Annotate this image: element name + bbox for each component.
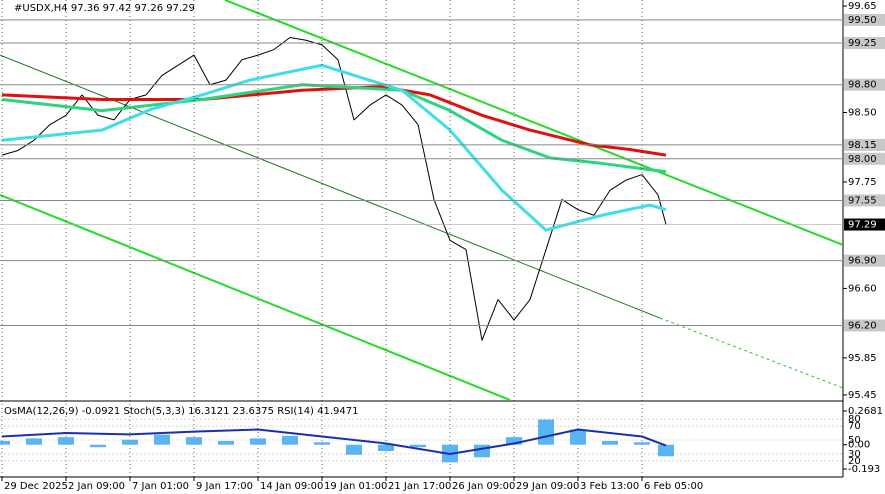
osc-tick-label: 80: [848, 414, 861, 425]
osc-tick-label: 20: [848, 456, 861, 467]
level-box: [844, 152, 885, 165]
y2-tick-label: 0.00: [848, 440, 870, 451]
osma-bar: [186, 437, 202, 445]
osma-bar: [154, 434, 170, 445]
level-box: [844, 319, 885, 332]
price-line: [1, 37, 667, 341]
osma-bar: [122, 439, 138, 445]
osma-bar: [58, 437, 74, 445]
x-tick-label: 9 Jan 17:00: [196, 481, 253, 492]
osc-tick-label: 70: [848, 421, 861, 432]
osma-bar: [634, 442, 650, 445]
osma-bar: [26, 438, 42, 445]
x-tick-label: 7 Jan 01:00: [132, 481, 189, 492]
osma-bar: [0, 440, 10, 445]
level-label: 98.00: [848, 154, 877, 165]
x-tick-label: 2 Jan 09:00: [68, 481, 125, 492]
level-label: 97.55: [848, 195, 877, 206]
level-label: 99.50: [848, 15, 877, 26]
price-line: [1, 83, 667, 174]
x-tick-label: 29 Jan 09:00: [516, 481, 579, 492]
y-tick-label: 95.85: [848, 353, 877, 364]
osc-tick-label: 30: [848, 449, 861, 460]
osma-bar: [218, 440, 234, 445]
osc-tick-label: 50: [848, 435, 861, 446]
level-label: 99.25: [848, 38, 877, 49]
osma-bar: [378, 444, 394, 452]
level-box: [844, 254, 885, 267]
level-label: 96.90: [848, 256, 877, 267]
last-price-label: 97.29: [848, 220, 877, 231]
y-tick-label: 98.50: [848, 108, 877, 119]
indicator-label: OsMA(12,26,9) -0.0921 Stoch(5,3,3) 16.31…: [4, 406, 359, 417]
osma-bar: [250, 438, 266, 445]
trendline: [659, 317, 843, 389]
price-line: [1, 85, 667, 157]
osma-bar: [506, 437, 522, 445]
y-tick-label: 99.65: [848, 1, 877, 12]
osma-bar: [282, 435, 298, 445]
trendline: [0, 193, 511, 400]
level-label: 96.20: [848, 320, 877, 331]
x-tick-label: 26 Jan 09:00: [452, 481, 515, 492]
level-label: 98.15: [848, 140, 877, 151]
level-box: [844, 138, 885, 151]
osma-bar: [474, 444, 490, 458]
rsi-line: [1, 428, 667, 455]
level-box: [844, 78, 885, 91]
y-tick-label: 97.75: [848, 177, 877, 188]
osma-bar: [346, 444, 362, 455]
x-tick-label: 6 Feb 05:00: [644, 481, 703, 492]
trendline: [224, 0, 843, 246]
main-plot: [0, 0, 843, 400]
x-tick-label: 3 Feb 13:00: [580, 481, 639, 492]
y2-tick-label: 0.2681: [848, 406, 883, 417]
level-label: 98.80: [848, 80, 877, 91]
osma-bar: [570, 429, 586, 445]
x-tick-label: 29 Dec 2025: [4, 481, 68, 492]
chart-title: #USDX,H4 97.36 97.42 97.26 97.29: [14, 3, 195, 14]
osma-bar: [410, 444, 426, 448]
osma-bar: [602, 440, 618, 445]
level-box: [844, 37, 885, 50]
price-line: [1, 63, 667, 232]
x-tick-label: 14 Jan 09:00: [260, 481, 323, 492]
y-tick-label: 95.45: [848, 390, 877, 401]
level-box: [844, 194, 885, 207]
x-tick-label: 19 Jan 01:00: [324, 481, 387, 492]
level-box: [844, 13, 885, 26]
x-tick-label: 21 Jan 17:00: [388, 481, 451, 492]
last-price-box: [844, 218, 885, 231]
y2-tick-label: -0.193: [848, 464, 880, 475]
y-tick-label: 96.60: [848, 283, 877, 294]
osma-bar: [658, 444, 674, 457]
osma-bar: [538, 419, 554, 445]
osma-bar: [314, 442, 330, 445]
osma-bar: [90, 444, 106, 448]
